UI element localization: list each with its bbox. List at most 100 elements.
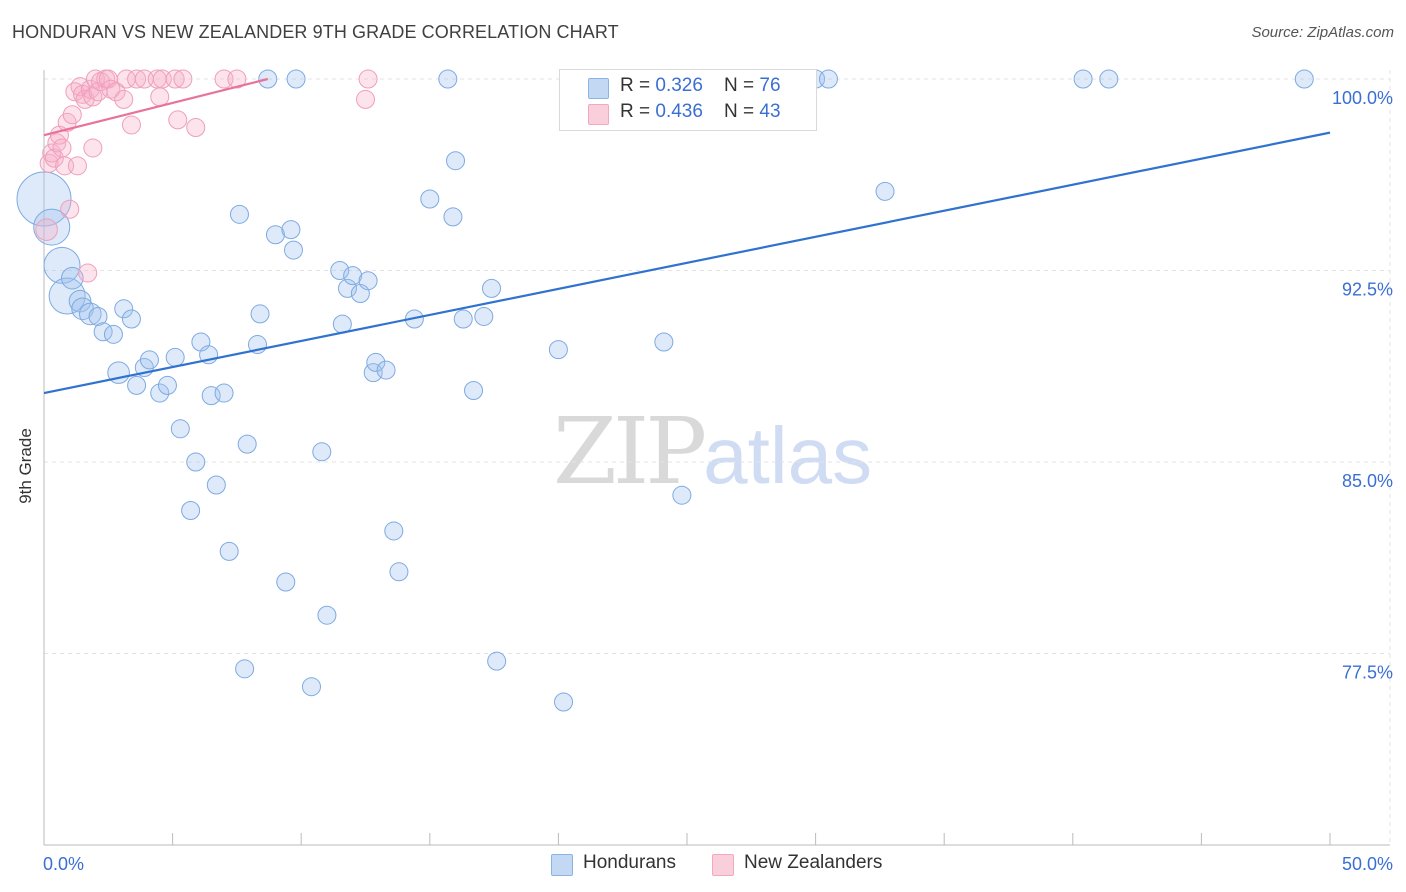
honduran-point <box>229 204 249 224</box>
new-zealander-point <box>67 156 87 176</box>
hondurans-legend-swatch <box>551 854 573 876</box>
new-zealanders-legend-swatch <box>712 854 734 876</box>
new-zealander-point <box>150 87 170 107</box>
honduran-point <box>235 659 255 679</box>
y-tick-label: 85.0% <box>1342 471 1393 491</box>
honduran-point <box>420 189 440 209</box>
honduran-point <box>554 692 574 712</box>
honduran-point <box>818 69 838 89</box>
y-tick-label: 100.0% <box>1332 88 1393 108</box>
x-tick-label: 50.0% <box>1342 854 1393 874</box>
chart-title: HONDURAN VS NEW ZEALANDER 9TH GRADE CORR… <box>12 22 619 42</box>
honduran-point <box>206 475 226 495</box>
honduran-point <box>237 434 257 454</box>
honduran-trend-line <box>43 131 1331 395</box>
honduran-point <box>60 266 84 290</box>
new-zealander-point <box>173 69 193 89</box>
honduran-point <box>157 375 177 395</box>
honduran-point <box>139 350 159 370</box>
honduran-point <box>33 208 71 246</box>
honduran-point <box>103 324 123 344</box>
legend-row-text: R = 0.326 N = 76 <box>620 75 781 96</box>
honduran-point <box>281 220 301 240</box>
new-zealander-point <box>44 148 64 168</box>
new-zealanders-swatch <box>588 104 609 125</box>
new-zealander-point <box>65 82 85 102</box>
honduran-point <box>48 277 86 315</box>
honduran-point <box>283 240 303 260</box>
new-zealander-point <box>83 138 103 158</box>
honduran-point <box>286 69 306 89</box>
new-zealander-point <box>80 79 100 99</box>
honduran-point <box>446 151 466 171</box>
honduran-point <box>376 360 396 380</box>
new-zealander-point <box>62 105 82 125</box>
honduran-point <box>330 261 350 280</box>
new-zealander-point <box>358 69 378 89</box>
honduran-point <box>337 278 357 298</box>
hondurans-legend-label: Hondurans <box>583 852 676 873</box>
n-value-new-zealanders: 43 <box>759 101 781 122</box>
honduran-point <box>219 541 239 561</box>
honduran-point <box>127 375 147 395</box>
y-axis-label: 9th Grade <box>16 428 35 504</box>
honduran-point <box>214 383 234 403</box>
honduran-point <box>654 332 674 352</box>
new-zealander-point <box>114 89 134 109</box>
legend-row-text: R = 0.436 N = 43 <box>620 101 781 122</box>
new-zealander-point <box>42 143 62 163</box>
new-zealander-point <box>91 72 111 92</box>
new-zealander-point <box>168 110 188 130</box>
honduran-point <box>186 452 206 472</box>
honduran-point <box>181 501 201 521</box>
honduran-point <box>672 485 692 505</box>
honduran-point <box>170 419 190 439</box>
honduran-point <box>548 340 568 360</box>
honduran-point <box>464 381 484 401</box>
honduran-point <box>114 299 134 319</box>
honduran-point <box>366 352 386 372</box>
honduran-point <box>343 266 363 286</box>
n-value-hondurans: 76 <box>759 75 781 96</box>
new-zealander-point <box>121 115 141 135</box>
honduran-point <box>389 562 409 582</box>
honduran-point <box>276 572 296 592</box>
honduran-point <box>150 383 170 403</box>
source-label: Source: ZipAtlas.com <box>1251 24 1394 41</box>
new-zealander-point <box>52 138 72 158</box>
new-zealander-point <box>227 69 247 89</box>
y-tick-label: 77.5% <box>1342 663 1393 683</box>
honduran-point <box>474 306 494 326</box>
honduran-point <box>121 309 141 329</box>
honduran-point <box>875 181 895 201</box>
new-zealander-point <box>106 82 126 102</box>
new-zealander-point <box>127 69 147 89</box>
new-zealander-point <box>47 133 67 153</box>
honduran-point <box>312 442 332 462</box>
correlation-legend: R = 0.326 N = 76 R = 0.436 N = 43 <box>559 69 817 131</box>
honduran-point <box>165 347 185 367</box>
honduran-point <box>265 225 285 245</box>
r-value-hondurans: 0.326 <box>655 75 703 96</box>
new-zealander-trend-line <box>43 77 269 137</box>
honduran-point <box>1099 69 1119 89</box>
new-zealander-point <box>356 89 375 109</box>
honduran-point <box>443 207 463 227</box>
x-tick-label: 0.0% <box>43 854 84 874</box>
honduran-point <box>453 309 473 329</box>
r-value-new-zealanders: 0.436 <box>655 101 703 122</box>
new-zealander-point <box>60 199 80 219</box>
series-legend: Hondurans New Zealanders <box>0 852 1406 876</box>
honduran-point <box>487 651 507 671</box>
honduran-point <box>358 271 378 291</box>
honduran-point <box>317 605 337 625</box>
honduran-point <box>482 278 502 298</box>
y-tick-label: 92.5% <box>1342 280 1393 300</box>
honduran-point <box>1294 69 1314 89</box>
new-zealander-point <box>101 79 121 99</box>
new-zealander-point <box>78 263 98 283</box>
honduran-point <box>16 171 72 227</box>
honduran-point <box>78 302 102 326</box>
honduran-point <box>43 246 81 284</box>
honduran-point <box>301 677 321 697</box>
